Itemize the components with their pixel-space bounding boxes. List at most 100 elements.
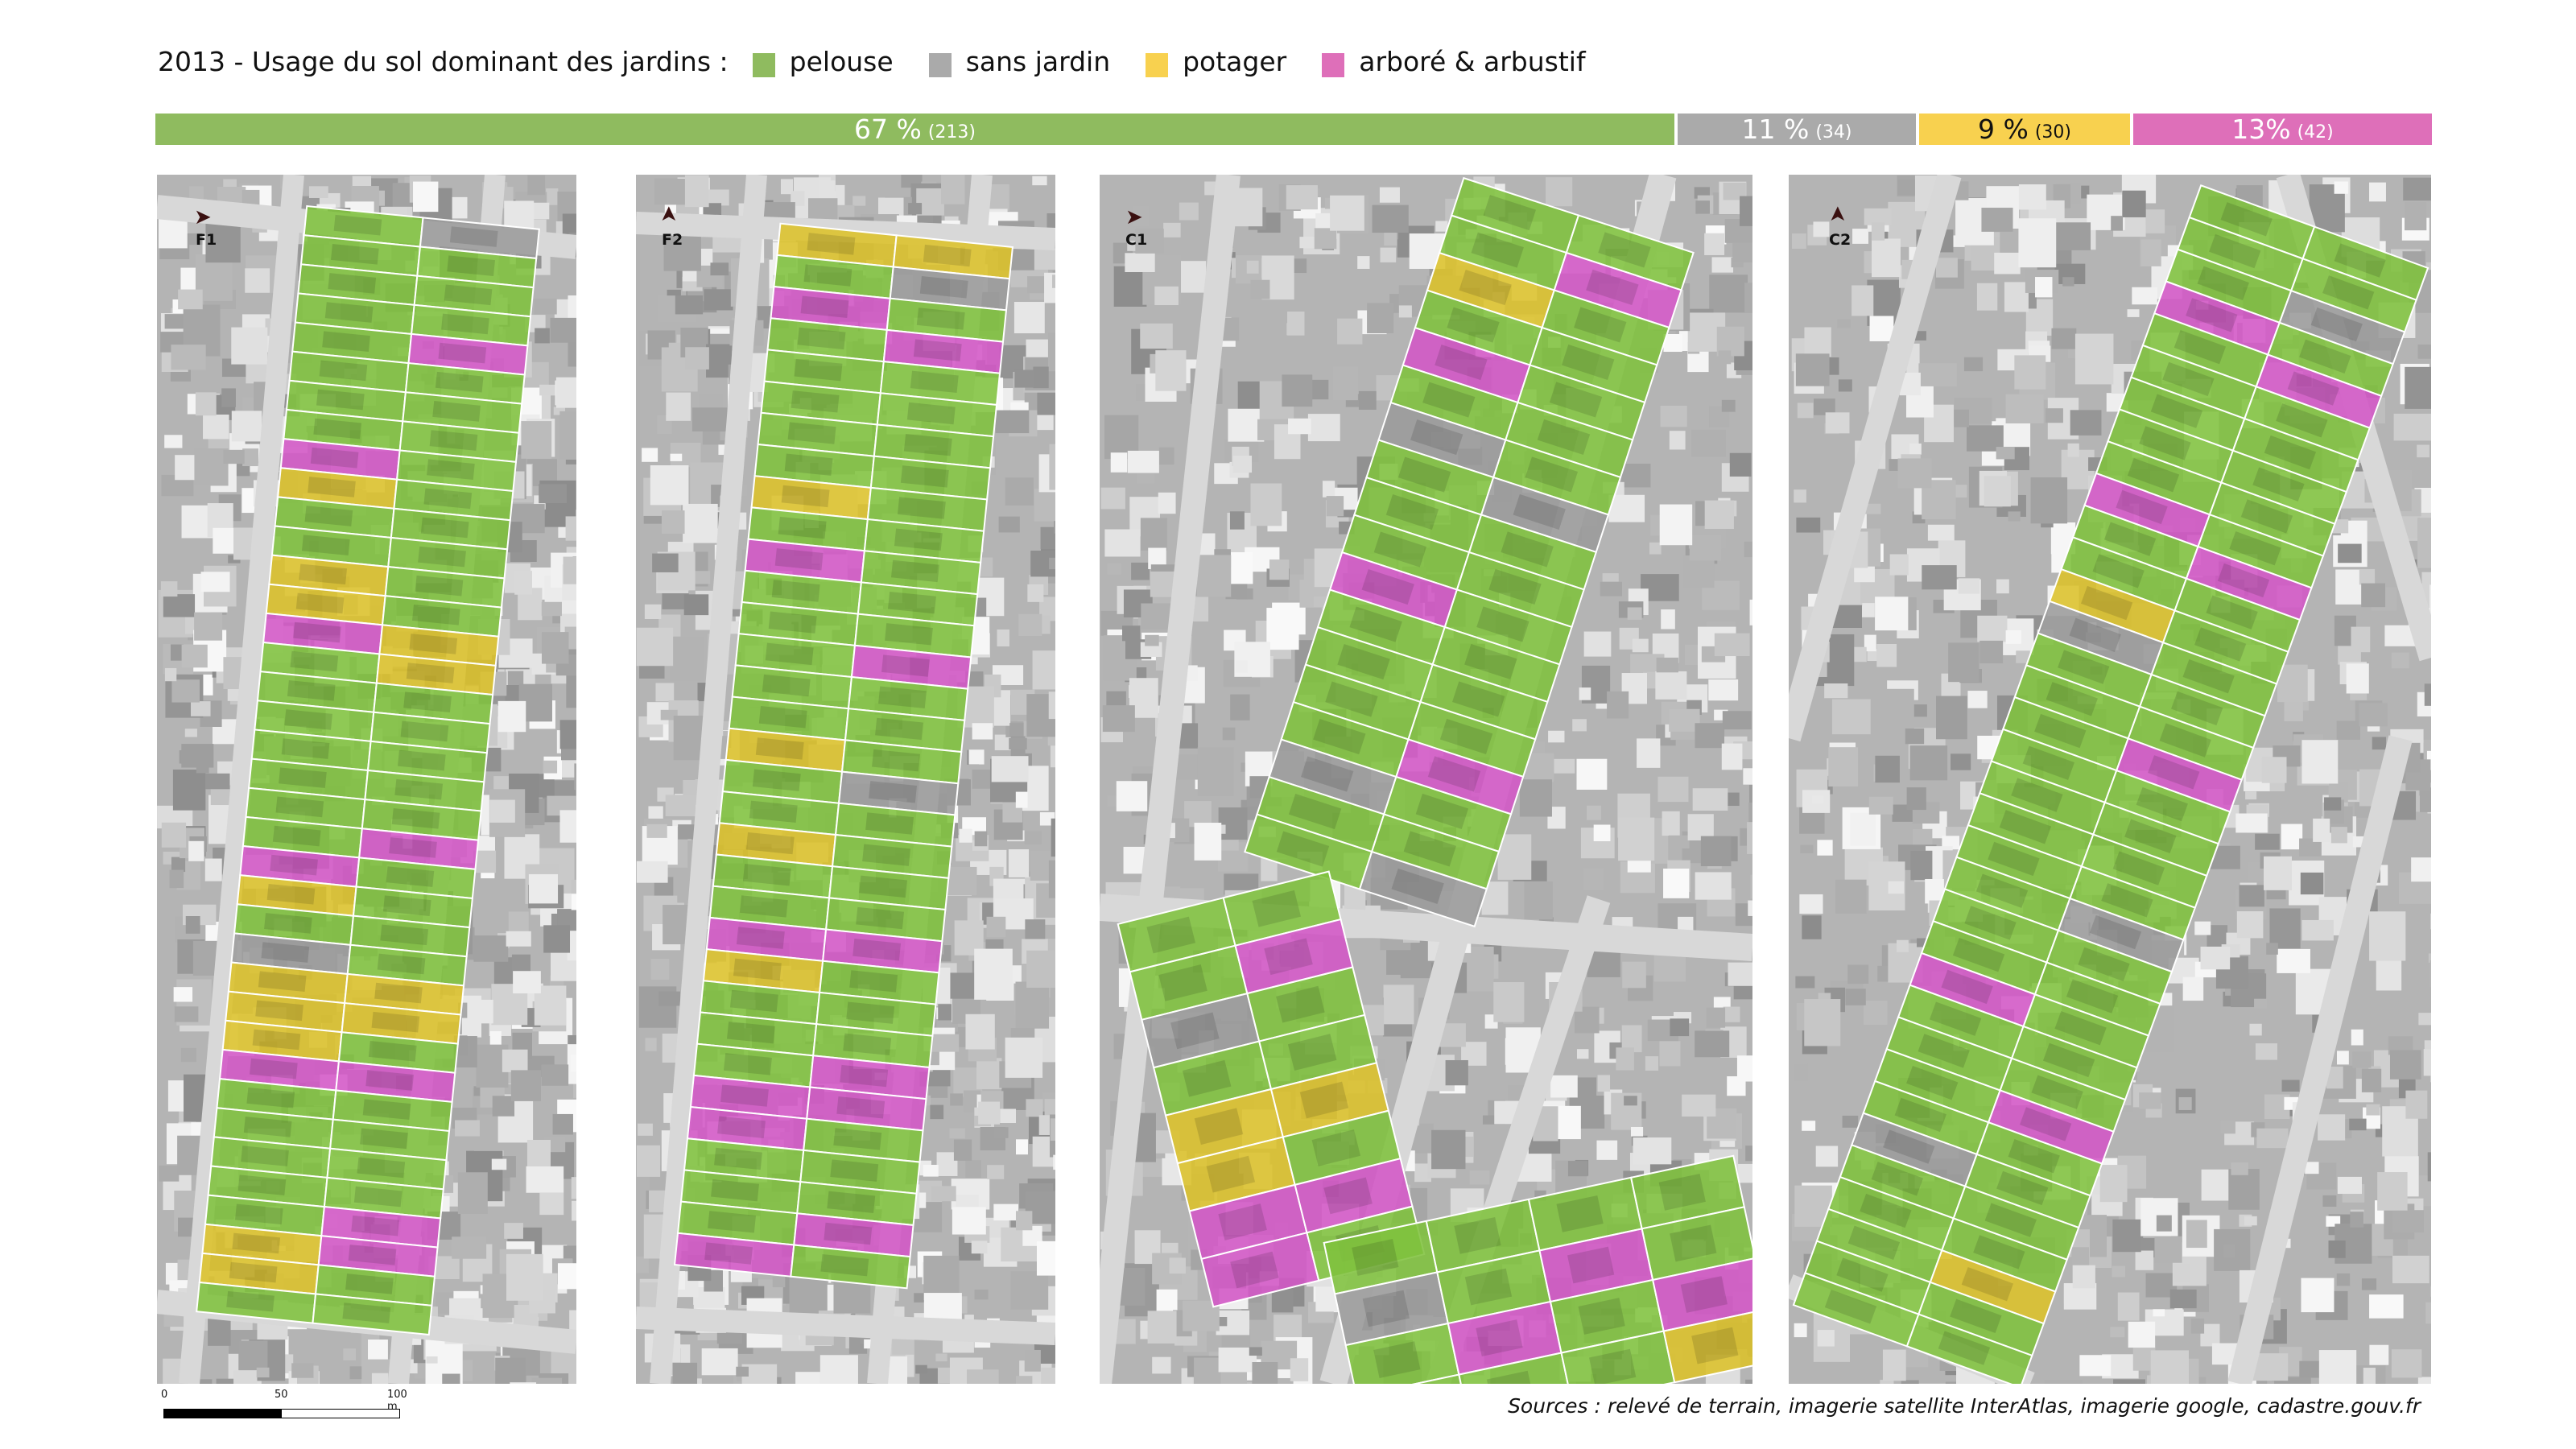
- building: [1169, 1257, 1186, 1274]
- building: [502, 1049, 528, 1072]
- building: [169, 869, 184, 889]
- segment-count: (34): [1815, 122, 1852, 142]
- building: [1811, 795, 1824, 803]
- house-footprint: [2287, 371, 2339, 406]
- building: [2186, 1220, 2207, 1249]
- building: [645, 1038, 657, 1051]
- house-footprint: [1403, 831, 1456, 867]
- building: [2113, 1379, 2145, 1384]
- building: [650, 958, 670, 980]
- building: [194, 448, 229, 486]
- building: [1977, 615, 2008, 642]
- building: [1052, 275, 1055, 288]
- building: [1687, 814, 1714, 841]
- building: [1047, 737, 1055, 746]
- building: [672, 1362, 698, 1384]
- building: [1122, 625, 1141, 642]
- house-footprint: [852, 939, 902, 961]
- building: [1015, 981, 1050, 1029]
- building: [644, 604, 662, 620]
- building: [205, 773, 230, 790]
- house-footprint: [840, 1064, 889, 1088]
- building: [1025, 919, 1046, 939]
- building: [1875, 755, 1900, 783]
- house-footprint: [374, 982, 423, 1004]
- building: [639, 663, 665, 679]
- building: [2277, 948, 2310, 973]
- building: [208, 1315, 231, 1346]
- building: [1791, 233, 1806, 250]
- house-footprint: [2299, 339, 2351, 374]
- building: [1100, 487, 1125, 510]
- building: [1852, 285, 1874, 316]
- building: [552, 615, 567, 624]
- house-footprint: [1929, 1001, 1982, 1036]
- house-footprint: [389, 837, 437, 858]
- building: [675, 295, 704, 315]
- building: [1332, 366, 1358, 401]
- building: [968, 749, 985, 765]
- bar-segment-potager: 9 % (30): [1919, 114, 2130, 145]
- house-footprint: [1501, 531, 1554, 568]
- building: [2418, 1013, 2431, 1026]
- building: [2322, 1195, 2337, 1208]
- building: [368, 1339, 388, 1360]
- road: [1100, 175, 1241, 1384]
- building: [1668, 835, 1690, 848]
- house-footprint: [778, 516, 827, 539]
- house-footprint: [2124, 819, 2177, 854]
- house-footprint: [275, 796, 324, 818]
- building: [683, 503, 718, 543]
- building: [1802, 1121, 1816, 1131]
- building: [1695, 1030, 1730, 1058]
- building: [636, 1256, 649, 1274]
- legend-label: sans jardin: [965, 45, 1111, 77]
- legend-row: 2013 - Usage du sol dominant des jardins…: [158, 43, 1621, 79]
- building: [1800, 844, 1814, 854]
- building: [964, 1090, 981, 1113]
- building: [457, 1172, 488, 1215]
- building: [455, 1120, 480, 1137]
- building: [2281, 1080, 2300, 1092]
- house-footprint: [252, 1029, 301, 1051]
- north-arrow-icon: ➤: [656, 205, 681, 223]
- parcel-block: [1323, 1154, 1752, 1384]
- building: [2030, 477, 2068, 524]
- house-footprint: [736, 927, 785, 949]
- building: [2359, 703, 2388, 727]
- parcel-pelouse: [312, 1293, 433, 1336]
- building: [1797, 402, 1814, 419]
- building: [1793, 1063, 1808, 1081]
- building: [993, 1203, 1018, 1221]
- house-footprint: [919, 276, 968, 299]
- building: [1576, 1049, 1589, 1059]
- building: [1322, 481, 1335, 497]
- house-footprint: [394, 778, 444, 800]
- house-footprint: [1586, 269, 1639, 306]
- building: [171, 857, 186, 873]
- building: [1015, 1139, 1028, 1155]
- legend-item-sans-jardin: sans jardin: [928, 45, 1111, 77]
- building: [2156, 1215, 2172, 1232]
- legend-swatch: [928, 53, 952, 77]
- building: [1398, 305, 1412, 318]
- building: [539, 484, 567, 504]
- house-footprint: [745, 832, 795, 855]
- building: [527, 175, 546, 196]
- building: [2429, 584, 2431, 623]
- building: [2429, 960, 2431, 988]
- building: [1014, 369, 1034, 388]
- house-footprint: [1194, 1108, 1244, 1146]
- building: [1194, 823, 1222, 861]
- building: [892, 1337, 914, 1355]
- aerial-map: [1789, 175, 2431, 1384]
- building: [1706, 1007, 1726, 1028]
- house-footprint: [1658, 1173, 1706, 1211]
- building: [1194, 1357, 1221, 1384]
- building: [2301, 740, 2339, 784]
- house-footprint: [1488, 568, 1542, 605]
- building: [1796, 517, 1821, 533]
- building: [1414, 1163, 1431, 1183]
- building: [511, 954, 531, 973]
- building: [1748, 900, 1752, 916]
